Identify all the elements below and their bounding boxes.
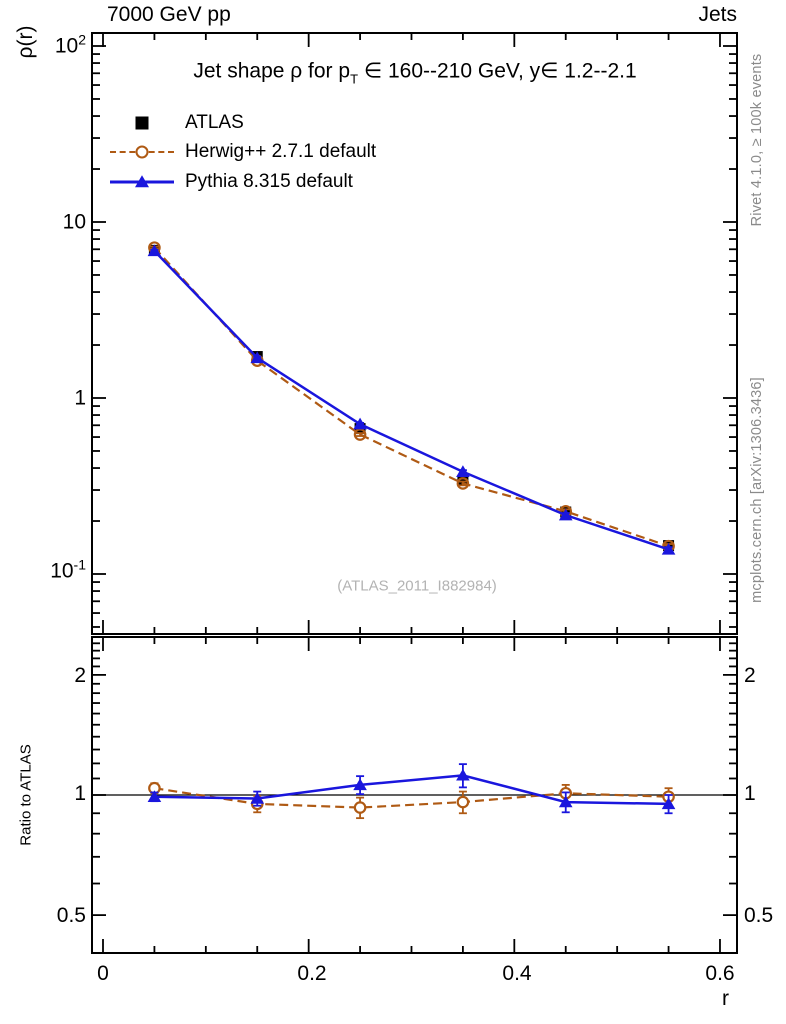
y-axis-title: ρ(r) [14, 25, 37, 59]
ytick-0p1-base: 10 [50, 559, 74, 583]
legend-item-atlas: ATLAS [108, 108, 376, 138]
ratio-tick-right-2: 2 [744, 664, 756, 687]
plot-title-text: Jet shape ρ for p [193, 59, 351, 83]
series-main-pythia [147, 244, 676, 555]
legend-label-herwig: Herwig++ 2.7.1 default [185, 141, 377, 163]
context-label-beam: 7000 GeV pp [107, 3, 231, 26]
ytick-0p1-exp: -1 [73, 556, 86, 573]
watermark: (ATLAS_2011_I882984) [337, 577, 497, 595]
ytick-100-exp: 2 [78, 31, 86, 48]
side-note-mcplots: mcplots.cern.ch [arXiv:1306.3436] [749, 377, 765, 603]
legend-label-atlas: ATLAS [185, 111, 244, 133]
series-main-herwig++ [148, 241, 675, 553]
ytick-100-base: 10 [54, 34, 79, 58]
ratio-tick-left-2: 2 [74, 664, 86, 687]
legend-item-pythia: Pythia 8.315 default [108, 167, 376, 197]
ratio-tick-right-1: 1 [744, 782, 756, 805]
ytick-0p1: 10-1 [50, 557, 86, 584]
plot-title: Jet shape ρ for pT ∈ 160--210 GeV, y∈ 1.… [193, 59, 637, 87]
x-axis-title: r [722, 987, 729, 1010]
series-ratio-pythia [147, 763, 676, 815]
ratio-tick-right-0p5: 0.5 [744, 904, 774, 927]
atlas-square-icon [108, 114, 176, 132]
plot-title-suffix: ∈ 160--210 GeV, y∈ 1.2--2.1 [358, 59, 637, 83]
xtick-0p6: 0.6 [705, 962, 735, 985]
legend-item-herwig: Herwig++ 2.7.1 default [108, 138, 376, 168]
ytick-1-base: 1 [74, 386, 86, 410]
side-note-rivet: Rivet 4.1.0, ≥ 100k events [749, 53, 765, 227]
ytick-1: 1 [74, 384, 86, 411]
series-ratio-herwig++ [148, 781, 675, 820]
context-label-process: Jets [698, 3, 737, 26]
plot-title-subscript: T [350, 71, 359, 87]
xtick-0p4: 0.4 [502, 962, 532, 985]
ytick-10: 10 [63, 208, 86, 235]
x-tick-marks [102, 34, 721, 952]
ratio-tick-left-1: 1 [74, 782, 86, 805]
ratio-tick-left-0p5: 0.5 [56, 904, 86, 927]
ratio-axis-title: Ratio to ATLAS [17, 744, 35, 846]
pythia-line-triangle-icon [108, 173, 176, 191]
y-tick-marks-main [93, 45, 736, 628]
xtick-0: 0 [97, 962, 109, 985]
xtick-0p2: 0.2 [297, 962, 327, 985]
herwig-dashed-circle-icon [108, 143, 176, 161]
series-main-atlas [148, 244, 675, 552]
legend: ATLAS Herwig++ 2.7.1 default Pythia 8.31… [108, 108, 376, 197]
legend-label-pythia: Pythia 8.315 default [185, 170, 353, 192]
ytick-10-base: 10 [62, 210, 86, 234]
ytick-100: 102 [55, 32, 86, 59]
